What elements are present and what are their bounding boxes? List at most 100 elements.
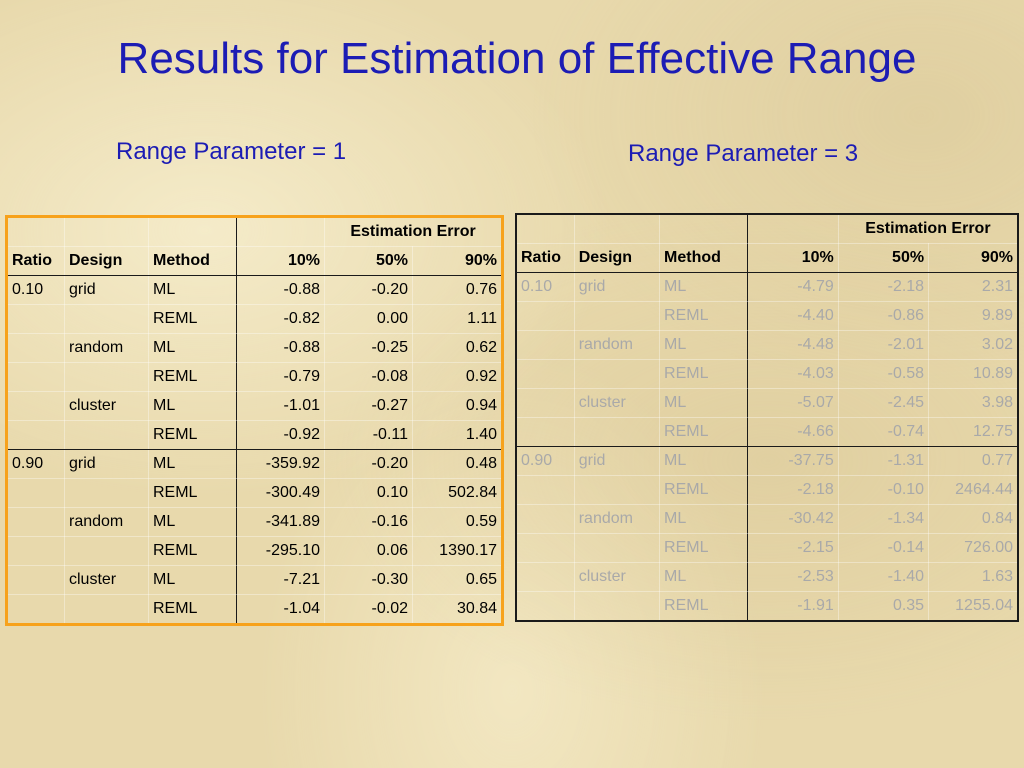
cell-design bbox=[573, 417, 661, 447]
results-table-range-3: Estimation Error Ratio Design Method 10% 50% 9… bbox=[515, 213, 1019, 622]
cell-ratio bbox=[6, 536, 65, 566]
cell-p10: -4.48 bbox=[747, 330, 839, 360]
header-row-group: Estimation Error bbox=[6, 216, 504, 247]
cell-p50: 0.06 bbox=[324, 536, 413, 566]
cell-p50: -0.14 bbox=[837, 533, 930, 563]
cell-ratio: 0.90 bbox=[515, 446, 575, 476]
cell-p90: 0.84 bbox=[928, 504, 1019, 534]
cell-p50: -0.20 bbox=[324, 275, 413, 305]
cell-p50: -0.74 bbox=[837, 417, 930, 447]
table-row: 0.90 grid ML -359.92 -0.20 0.48 bbox=[6, 449, 504, 479]
cell-method: ML bbox=[659, 388, 749, 418]
cell-p50: -0.16 bbox=[324, 507, 413, 537]
table-row: REML -1.04 -0.02 30.84 bbox=[6, 594, 504, 625]
table-row: REML -2.18 -0.10 2464.44 bbox=[515, 475, 1019, 505]
cell-method: REML bbox=[148, 362, 237, 392]
cell-ratio: 0.90 bbox=[6, 449, 65, 479]
cell-p90: 1.63 bbox=[928, 562, 1019, 592]
cell-p90: 1.11 bbox=[411, 304, 504, 334]
cell-ratio bbox=[6, 478, 65, 508]
cell-p10: -5.07 bbox=[747, 388, 839, 418]
column-header-p90: 90% bbox=[928, 243, 1019, 273]
cell-p50: -2.18 bbox=[837, 272, 930, 302]
cell-design bbox=[573, 359, 661, 389]
cell-p10: -0.88 bbox=[236, 333, 325, 363]
table-row: REML -295.10 0.06 1390.17 bbox=[6, 536, 504, 566]
cell-design: grid bbox=[64, 449, 149, 479]
cell-p90: 0.59 bbox=[411, 507, 504, 537]
cell-p90: 726.00 bbox=[928, 533, 1019, 563]
cell-ratio: 0.10 bbox=[6, 275, 65, 305]
cell-ratio bbox=[515, 301, 575, 331]
table-row: cluster ML -1.01 -0.27 0.94 bbox=[6, 391, 504, 421]
cell-method: REML bbox=[659, 301, 749, 331]
cell-p50: 0.35 bbox=[837, 591, 930, 622]
cell-ratio bbox=[6, 362, 65, 392]
table-row: REML -2.15 -0.14 726.00 bbox=[515, 533, 1019, 563]
cell-p10: -37.75 bbox=[747, 446, 839, 476]
cell-design bbox=[64, 594, 149, 625]
cell-method: ML bbox=[659, 504, 749, 534]
cell-p50: -0.11 bbox=[324, 420, 413, 450]
cell-p90: 0.65 bbox=[411, 565, 504, 595]
cell-design bbox=[64, 304, 149, 334]
cell-method: REML bbox=[659, 475, 749, 505]
cell-p50: -2.45 bbox=[837, 388, 930, 418]
cell-p10: -2.18 bbox=[747, 475, 839, 505]
cell-p50: -0.58 bbox=[837, 359, 930, 389]
cell-ratio bbox=[515, 417, 575, 447]
subtitle-range-1: Range Parameter = 1 bbox=[116, 138, 347, 165]
cell-p90: 1390.17 bbox=[411, 536, 504, 566]
cell-method: ML bbox=[148, 391, 237, 421]
cell-p10: -300.49 bbox=[236, 478, 325, 508]
cell-design: random bbox=[64, 333, 149, 363]
cell-p90: 0.76 bbox=[411, 275, 504, 305]
table-row: REML -300.49 0.10 502.84 bbox=[6, 478, 504, 508]
cell-ratio bbox=[515, 330, 575, 360]
cell-p10: -1.04 bbox=[236, 594, 325, 625]
cell-p10: -2.15 bbox=[747, 533, 839, 563]
header-empty-cell bbox=[573, 213, 661, 244]
column-header-p50: 50% bbox=[837, 243, 930, 273]
cell-p90: 3.98 bbox=[928, 388, 1019, 418]
table-row: REML -4.40 -0.86 9.89 bbox=[515, 301, 1019, 331]
column-header-method: Method bbox=[148, 246, 237, 276]
cell-ratio bbox=[6, 594, 65, 625]
header-empty-cell bbox=[515, 213, 575, 244]
cell-ratio bbox=[515, 591, 575, 622]
header-row-columns: Ratio Design Method 10% 50% 90% bbox=[515, 243, 1019, 273]
cell-design bbox=[573, 591, 661, 622]
cell-p50: -0.10 bbox=[837, 475, 930, 505]
cell-p90: 1.40 bbox=[411, 420, 504, 450]
table-row: random ML -4.48 -2.01 3.02 bbox=[515, 330, 1019, 360]
cell-p10: -4.40 bbox=[747, 301, 839, 331]
cell-p90: 0.48 bbox=[411, 449, 504, 479]
cell-p50: -1.34 bbox=[837, 504, 930, 534]
header-empty-cell bbox=[148, 216, 237, 247]
cell-method: ML bbox=[148, 507, 237, 537]
cell-design: random bbox=[573, 330, 661, 360]
cell-p10: -0.79 bbox=[236, 362, 325, 392]
cell-method: REML bbox=[659, 359, 749, 389]
cell-method: ML bbox=[148, 449, 237, 479]
header-empty-cell bbox=[659, 213, 749, 244]
header-empty-cell bbox=[236, 216, 325, 247]
cell-method: ML bbox=[148, 275, 237, 305]
cell-p90: 9.89 bbox=[928, 301, 1019, 331]
cell-p90: 0.62 bbox=[411, 333, 504, 363]
cell-p10: -0.82 bbox=[236, 304, 325, 334]
slide-title: Results for Estimation of Effective Rang… bbox=[117, 34, 917, 83]
cell-p90: 502.84 bbox=[411, 478, 504, 508]
cell-method: ML bbox=[659, 562, 749, 592]
cell-p50: -0.25 bbox=[324, 333, 413, 363]
cell-method: REML bbox=[659, 591, 749, 622]
cell-p50: -0.02 bbox=[324, 594, 413, 625]
cell-p10: -1.01 bbox=[236, 391, 325, 421]
cell-ratio bbox=[515, 562, 575, 592]
column-header-p50: 50% bbox=[324, 246, 413, 276]
cell-p90: 0.77 bbox=[928, 446, 1019, 476]
column-header-design: Design bbox=[64, 246, 149, 276]
cell-design bbox=[64, 362, 149, 392]
cell-method: REML bbox=[148, 594, 237, 625]
cell-p10: -30.42 bbox=[747, 504, 839, 534]
